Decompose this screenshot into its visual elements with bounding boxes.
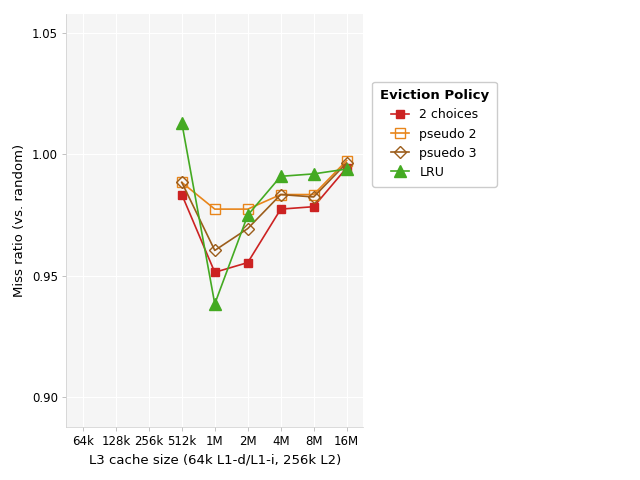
pseudo 2 [310,192,317,197]
2 choices [178,192,186,197]
psuedo 3 [343,160,351,166]
LRU [244,212,252,218]
pseudo 2 [244,206,252,212]
Line: psuedo 3: psuedo 3 [178,159,351,254]
2 choices [343,165,351,171]
LRU [310,171,317,177]
2 choices [244,260,252,265]
Y-axis label: Miss ratio (vs. random): Miss ratio (vs. random) [13,144,26,297]
psuedo 3 [178,180,186,185]
psuedo 3 [277,192,285,197]
X-axis label: L3 cache size (64k L1-d/L1-i, 256k L2): L3 cache size (64k L1-d/L1-i, 256k L2) [89,454,341,467]
pseudo 2 [178,180,186,185]
pseudo 2 [343,157,351,163]
Legend: 2 choices, pseudo 2, psuedo 3, LRU: 2 choices, pseudo 2, psuedo 3, LRU [372,82,497,187]
Line: LRU: LRU [176,117,352,310]
2 choices [277,206,285,212]
LRU [343,166,351,172]
psuedo 3 [244,226,252,231]
psuedo 3 [211,248,219,253]
2 choices [310,204,317,210]
LRU [178,120,186,126]
2 choices [211,269,219,275]
LRU [277,173,285,179]
pseudo 2 [277,192,285,197]
psuedo 3 [310,194,317,200]
LRU [211,301,219,307]
pseudo 2 [211,206,219,212]
Line: pseudo 2: pseudo 2 [177,156,351,214]
Line: 2 choices: 2 choices [178,164,351,276]
